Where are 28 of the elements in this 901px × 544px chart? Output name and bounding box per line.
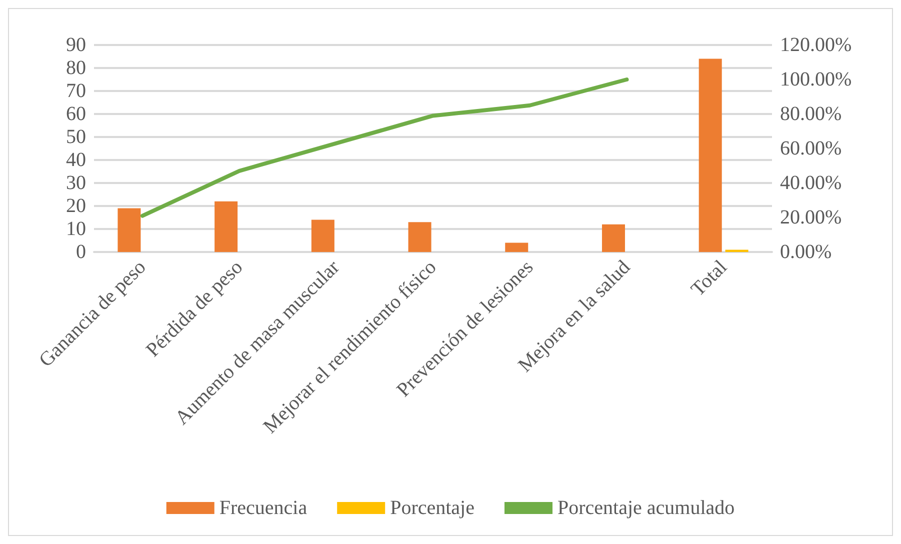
line-series (140, 78, 629, 218)
y-tick-label: 70 (66, 80, 86, 102)
bar (214, 201, 238, 252)
bar (118, 208, 141, 252)
y2-tick-label: 60.00% (780, 138, 842, 160)
y-tick-label: 90 (66, 34, 86, 56)
y2-tick-label: 80.00% (780, 103, 842, 125)
y-tick-label: 40 (66, 149, 86, 171)
y-tick-label: 10 (66, 218, 86, 240)
bar (408, 222, 432, 252)
bar (602, 224, 625, 252)
y2-tick-label: 100.00% (780, 68, 852, 90)
y-tick-label: 0 (76, 241, 86, 263)
bar (698, 58, 722, 252)
y-tick-label: 50 (66, 126, 86, 148)
y-tick-label: 20 (66, 195, 86, 217)
y-tick-label: 80 (66, 57, 86, 79)
y2-tick-label: 20.00% (780, 206, 842, 228)
legend-label: Porcentaje (390, 497, 475, 519)
y-tick-label: 60 (66, 103, 86, 125)
y-tick-label: 30 (66, 172, 86, 194)
bar (311, 220, 334, 252)
y2-tick-label: 40.00% (780, 172, 842, 194)
legend-label: Porcentaje acumulado (557, 497, 735, 519)
bar (505, 242, 528, 252)
y2-tick-label: 0.00% (780, 241, 832, 263)
legend-label: Frecuencia (219, 497, 308, 519)
y2-tick-label: 120.00% (780, 34, 852, 56)
